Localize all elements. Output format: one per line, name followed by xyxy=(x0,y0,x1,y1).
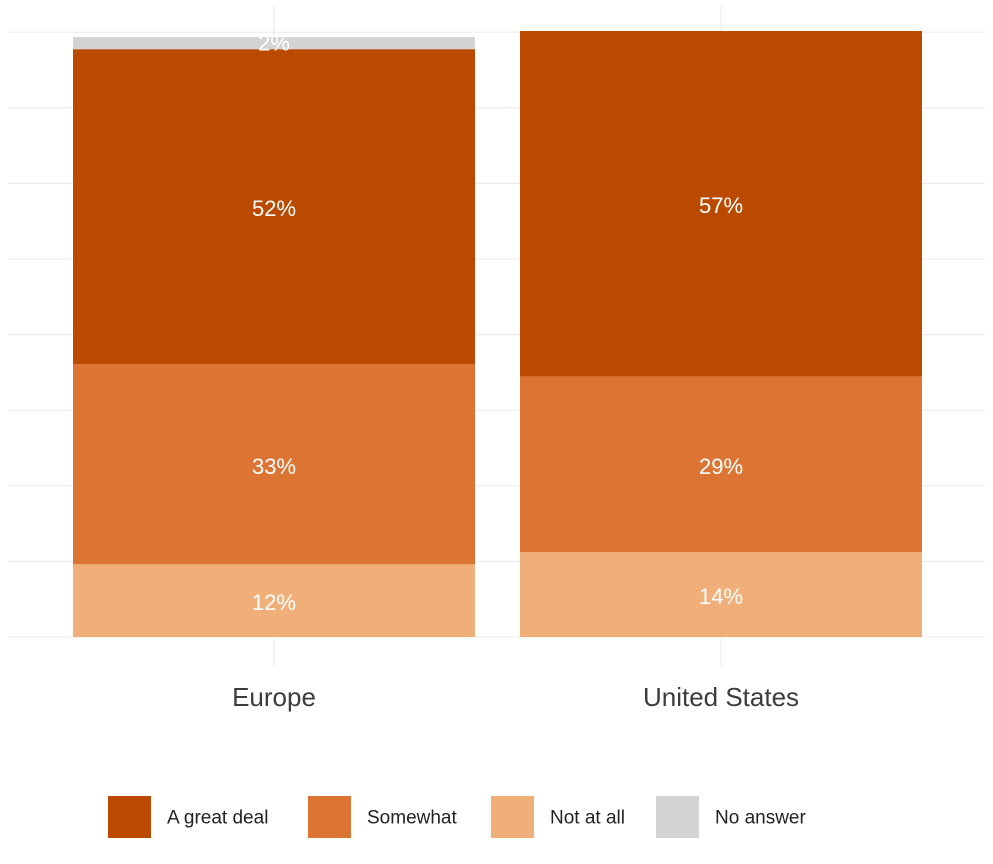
bar-europe-not-at-all xyxy=(73,564,475,637)
legend-label-no-answer: No answer xyxy=(715,808,806,829)
bar-label-europe-a-great-deal: 52% xyxy=(252,196,296,221)
bars xyxy=(73,31,922,637)
bar-label-united-states-a-great-deal: 57% xyxy=(699,193,743,218)
category-label-europe: Europe xyxy=(232,682,316,712)
bar-label-europe-somewhat: 33% xyxy=(252,454,296,479)
category-label-united-states: United States xyxy=(643,682,799,712)
bar-label-united-states-somewhat: 29% xyxy=(699,454,743,479)
legend-label-a-great-deal: A great deal xyxy=(167,808,268,829)
bar-europe-no-answer xyxy=(73,37,475,50)
bar-label-united-states-not-at-all: 14% xyxy=(699,584,743,609)
bar-united-states-somewhat xyxy=(520,376,922,553)
bar-united-states-a-great-deal xyxy=(520,31,922,377)
legend-key-somewhat xyxy=(308,796,351,838)
bar-labels: 12% 33% 52% 2% 14% 29% 57% xyxy=(252,31,743,616)
bar-europe-somewhat xyxy=(73,364,475,565)
legend-label-somewhat: Somewhat xyxy=(367,808,457,829)
category-labels: Europe United States xyxy=(232,682,799,712)
bar-united-states-not-at-all xyxy=(520,552,922,637)
bar-label-europe-no-answer: 2% xyxy=(258,31,290,56)
bar-label-europe-not-at-all: 12% xyxy=(252,590,296,615)
legend-key-not-at-all xyxy=(491,796,534,838)
legend: A great deal Somewhat Not at all No answer xyxy=(108,796,806,838)
bar-europe-a-great-deal xyxy=(73,49,475,365)
legend-key-no-answer xyxy=(656,796,699,838)
legend-label-not-at-all: Not at all xyxy=(550,808,625,829)
legend-key-a-great-deal xyxy=(108,796,151,838)
